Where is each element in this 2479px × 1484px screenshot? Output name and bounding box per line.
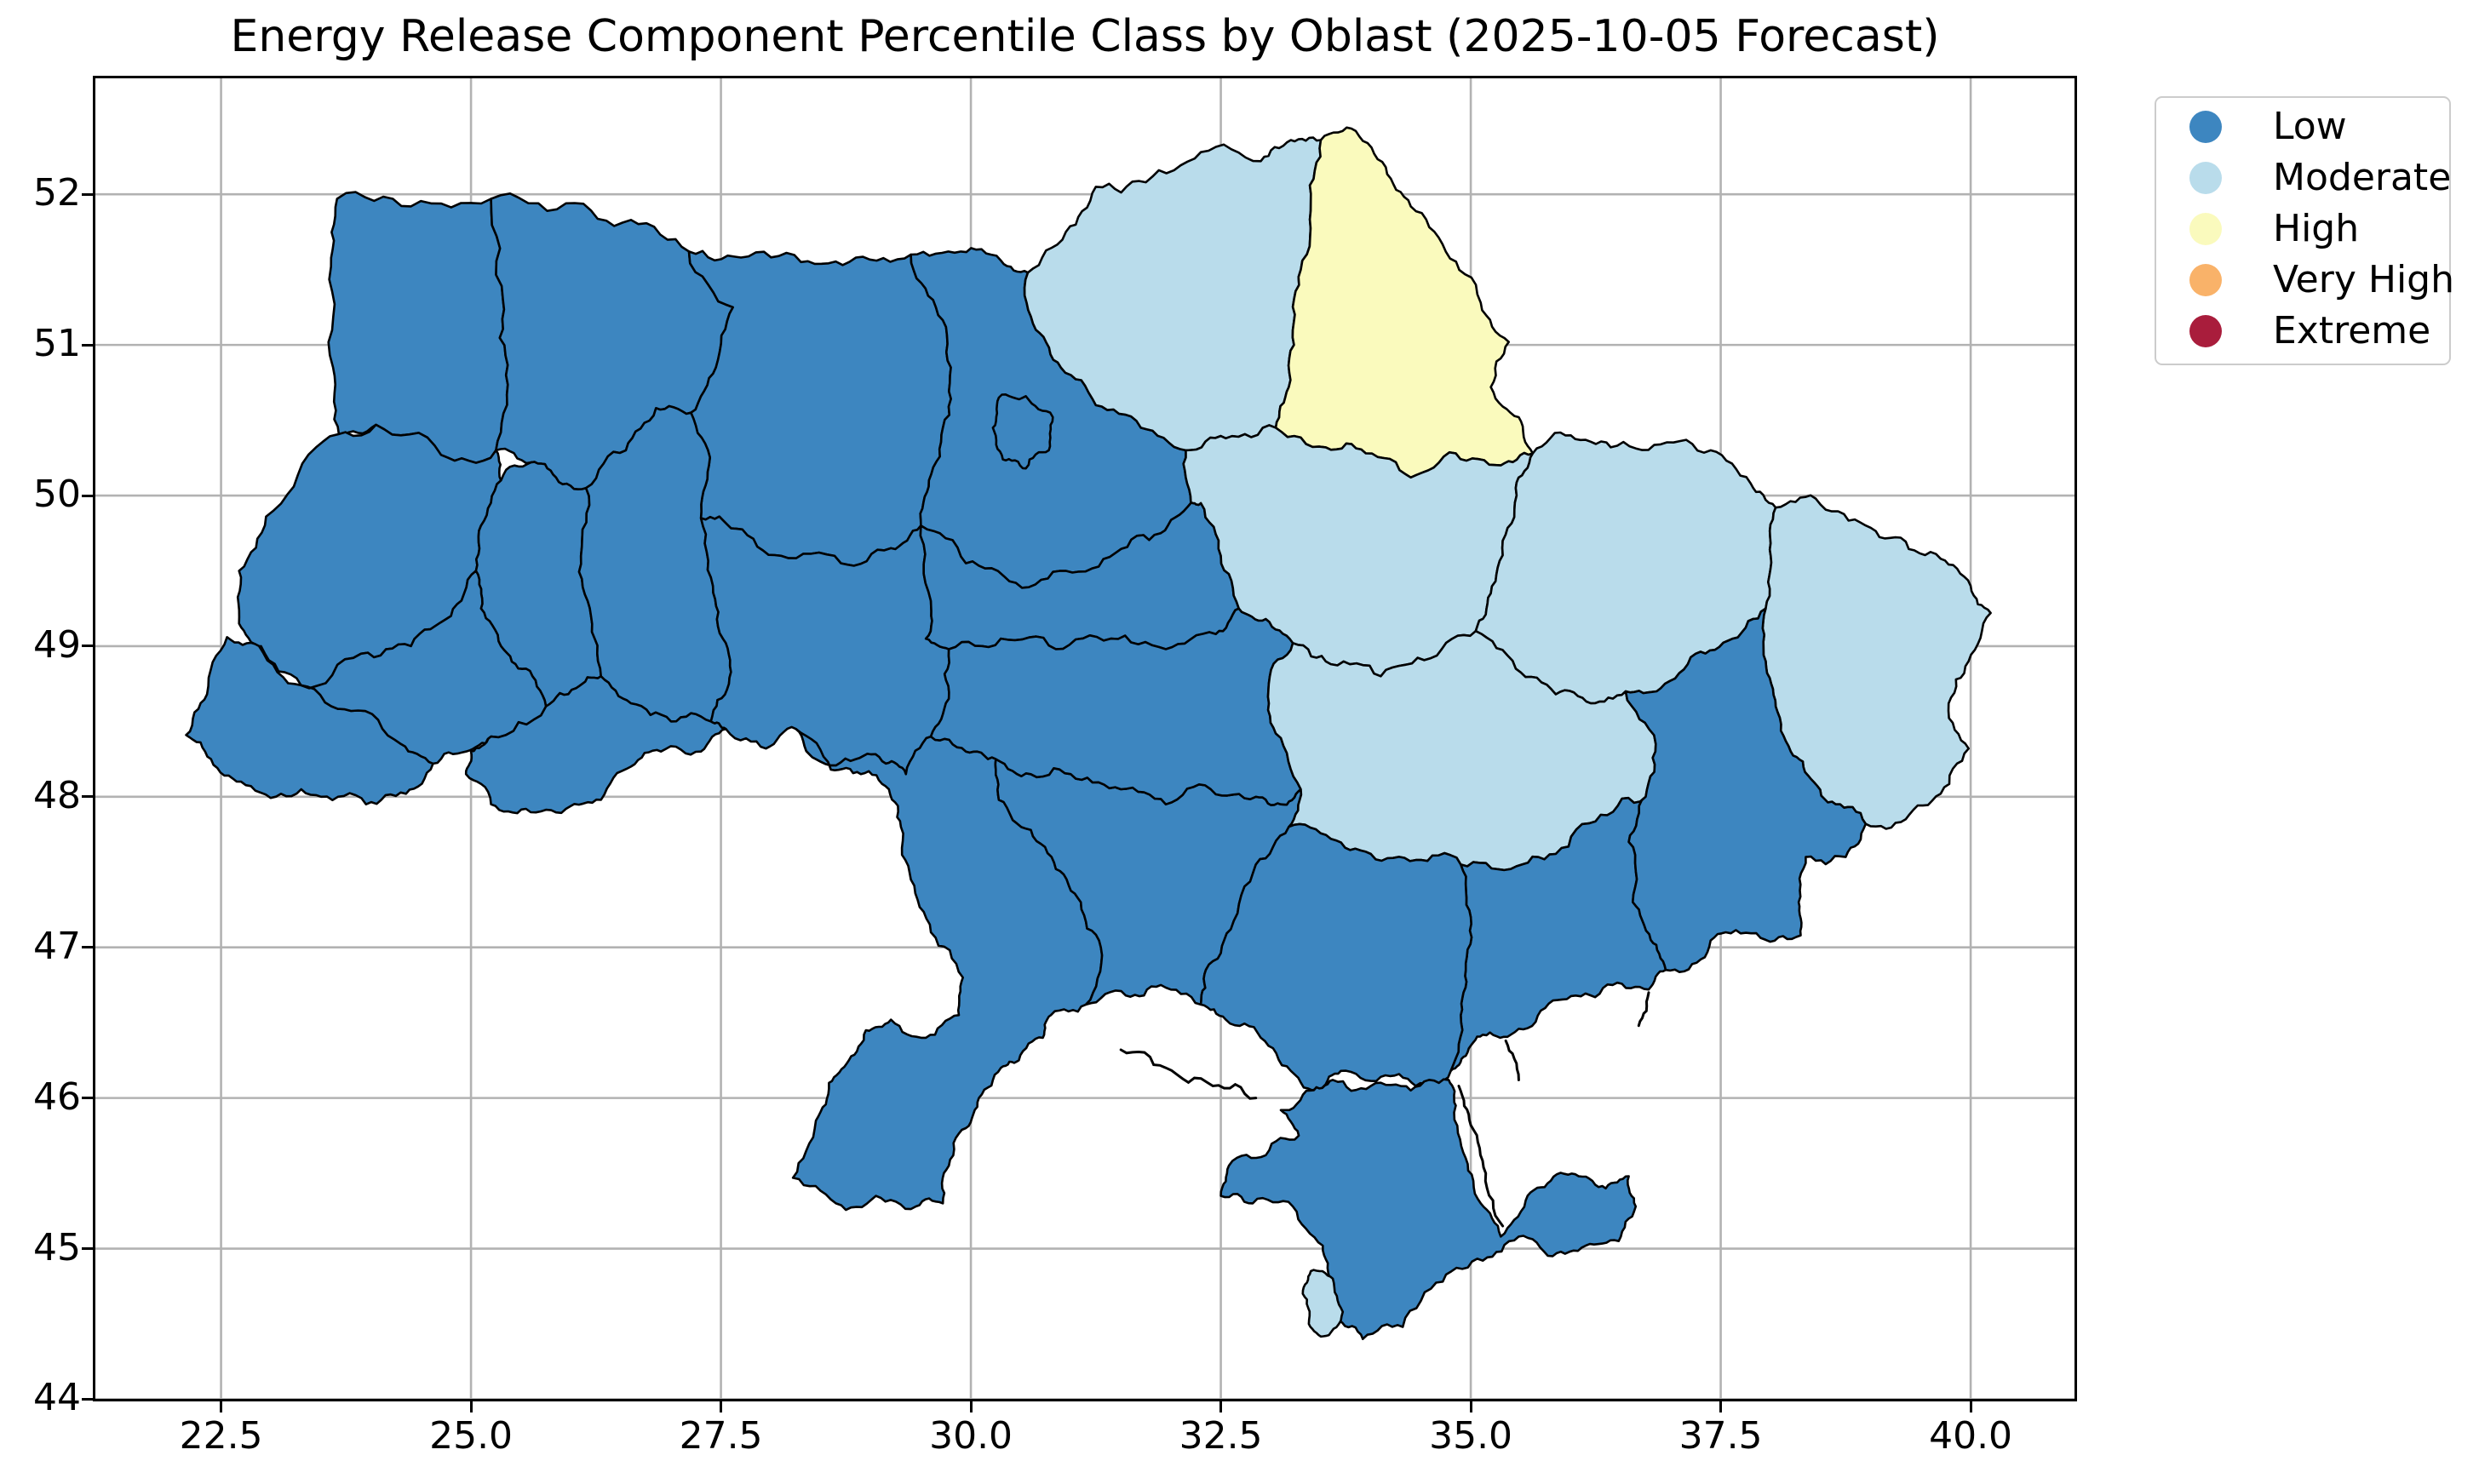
y-tick-label: 49	[33, 622, 81, 667]
x-tick-label: 35.0	[1429, 1414, 1513, 1458]
legend-swatch-extreme-icon	[2189, 315, 2222, 347]
x-tick-mark	[469, 1401, 473, 1412]
y-tick-mark	[82, 946, 93, 949]
region-chernivtsi	[464, 675, 727, 815]
x-tick-mark	[220, 1401, 223, 1412]
legend-item: Moderate	[2156, 152, 2452, 203]
legend-swatch-moderate-icon	[2189, 162, 2222, 194]
fedotova-spit-line	[1504, 1039, 1520, 1081]
region-zhytomyr	[687, 249, 952, 567]
region-volyn	[327, 191, 509, 464]
coastal-spits	[1119, 991, 1650, 1228]
y-tick-mark	[82, 192, 93, 196]
legend-label: Low	[2273, 105, 2347, 148]
y-tick-label: 48	[33, 773, 81, 817]
y-tick-label: 46	[33, 1074, 81, 1119]
x-tick-label: 37.5	[1678, 1414, 1763, 1458]
arabat-spit-line	[1457, 1085, 1505, 1228]
x-tick-label: 32.5	[1179, 1414, 1263, 1458]
y-tick-label: 51	[33, 322, 81, 366]
x-tick-mark	[1969, 1401, 1972, 1412]
y-tick-label: 47	[33, 924, 81, 968]
plot-area	[93, 76, 2077, 1401]
legend: Low Moderate High Very High Extreme	[2155, 96, 2454, 365]
oblast-regions	[185, 126, 1992, 1340]
legend-item: Extreme	[2156, 306, 2449, 357]
y-tick-mark	[82, 1247, 93, 1250]
region-sevastopol	[1301, 1269, 1345, 1338]
y-tick-label: 45	[33, 1225, 81, 1269]
x-tick-mark	[720, 1401, 723, 1412]
region-crimea	[1219, 1078, 1638, 1340]
y-tick-mark	[82, 494, 93, 497]
legend-swatch-very-high-icon	[2189, 264, 2222, 296]
legend-label: Moderate	[2273, 156, 2452, 199]
region-kirovohrad	[929, 607, 1302, 806]
y-tick-mark	[82, 795, 93, 799]
ukraine-choropleth-map	[95, 78, 2074, 1399]
y-tick-label: 44	[33, 1376, 81, 1420]
x-tick-label: 40.0	[1929, 1414, 2013, 1458]
legend-label: Very High	[2273, 258, 2454, 301]
x-tick-label: 25.0	[429, 1414, 514, 1458]
legend-item: Very High	[2156, 255, 2454, 306]
legend-item: Low	[2156, 101, 2449, 152]
legend-label: Extreme	[2273, 309, 2431, 352]
chart-title: Energy Release Component Percentile Clas…	[230, 11, 1940, 62]
legend-swatch-low-icon	[2189, 111, 2222, 143]
region-donetsk	[1624, 607, 1868, 973]
y-tick-mark	[82, 1397, 93, 1401]
x-tick-mark	[1219, 1401, 1223, 1412]
legend-swatch-high-icon	[2189, 213, 2222, 245]
berdiansk-spit-line	[1637, 991, 1650, 1028]
x-tick-label: 30.0	[929, 1414, 1013, 1458]
y-tick-mark	[82, 1097, 93, 1100]
region-sumy	[1274, 126, 1535, 479]
x-tick-mark	[1469, 1401, 1472, 1412]
x-tick-mark	[969, 1401, 973, 1412]
region-kherson	[1199, 822, 1473, 1092]
y-tick-label: 52	[33, 171, 81, 215]
y-tick-mark	[82, 645, 93, 648]
y-tick-label: 50	[33, 473, 81, 516]
legend-item: High	[2156, 203, 2449, 255]
x-tick-mark	[1719, 1401, 1723, 1412]
legend-label: High	[2273, 207, 2360, 250]
region-kyiv-city	[991, 393, 1054, 470]
x-tick-label: 22.5	[179, 1414, 263, 1458]
y-tick-mark	[82, 343, 93, 347]
x-tick-label: 27.5	[679, 1414, 763, 1458]
region-vinnytsia	[699, 515, 950, 776]
tendra-spit-line	[1119, 1048, 1258, 1100]
